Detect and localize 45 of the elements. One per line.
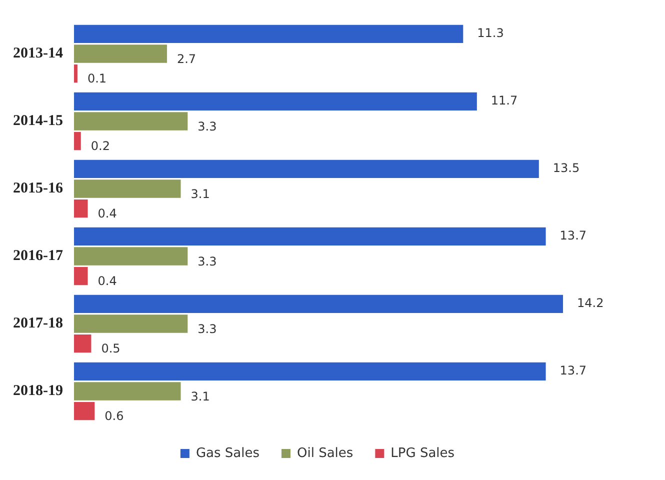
y-tick-label: 2018-19	[12, 383, 63, 400]
data-label: 14.2	[577, 296, 604, 310]
data-label: 13.7	[560, 364, 587, 378]
data-label: 13.5	[552, 161, 580, 176]
bar	[74, 362, 546, 381]
bar	[74, 227, 546, 246]
legend-label: Gas Sales	[196, 446, 260, 461]
data-label: 3.3	[198, 322, 217, 336]
bar	[74, 92, 477, 111]
data-label: 0.4	[98, 274, 117, 288]
legend-label: Oil Sales	[296, 446, 354, 461]
data-label: 13.7	[560, 228, 587, 243]
data-label: 0.5	[101, 342, 120, 356]
bar	[74, 112, 188, 130]
data-label: 0.4	[98, 206, 117, 221]
bar	[74, 132, 81, 150]
bar	[74, 402, 95, 420]
data-label: 3.1	[190, 186, 210, 201]
bar	[74, 64, 78, 83]
bar	[74, 180, 181, 198]
data-label: 0.1	[87, 72, 107, 86]
y-tick-label: 2015-16	[12, 180, 64, 197]
y-tick-label: 2013-14	[12, 46, 64, 62]
y-tick-label: 2017-18	[12, 316, 63, 332]
bar	[74, 24, 464, 44]
bar	[74, 314, 188, 333]
bar	[74, 294, 564, 314]
bar	[74, 247, 188, 266]
data-label: 2.7	[176, 52, 196, 66]
y-tick-label: 2014-15	[12, 113, 63, 130]
data-label: 11.7	[490, 94, 518, 108]
y-tick-label: 2016-17	[12, 248, 64, 264]
bar	[74, 160, 539, 178]
data-label: 0.2	[90, 139, 110, 154]
legend-label: LPG Sales	[390, 446, 455, 461]
bar	[74, 44, 167, 63]
bar	[74, 199, 88, 218]
data-label: 3.1	[190, 389, 210, 404]
bar	[74, 382, 181, 400]
bar	[74, 334, 92, 353]
bar	[74, 266, 88, 286]
data-label: 11.3	[477, 26, 504, 40]
data-label: 3.3	[198, 119, 217, 134]
data-label: 3.3	[198, 254, 217, 268]
data-label: 0.6	[104, 409, 124, 424]
